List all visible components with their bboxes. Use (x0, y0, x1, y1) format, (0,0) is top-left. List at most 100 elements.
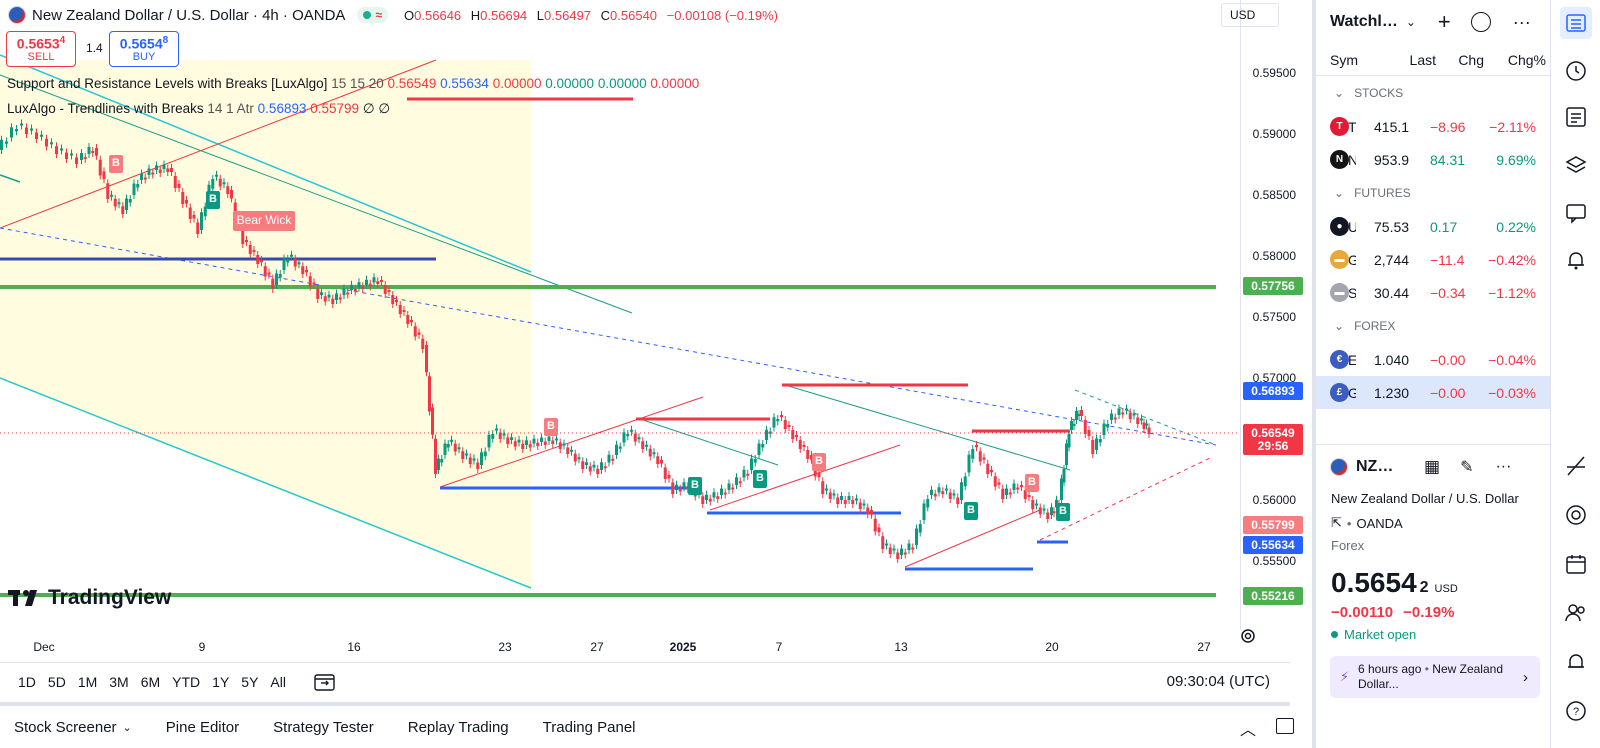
chevron-down-icon[interactable]: ⌄ (1334, 319, 1345, 333)
watchlist-row[interactable]: ▬GOLD 2,744 −11.4 −0.42% (1316, 243, 1550, 276)
news-card[interactable]: ⚡ 6 hours ago • New Zealand Dollar... › (1330, 656, 1540, 698)
col-chgp[interactable]: Chg% (1507, 51, 1546, 68)
candle-body (990, 470, 993, 473)
watchlist-icon[interactable] (1560, 7, 1592, 39)
timeframe-ytd[interactable]: YTD (172, 673, 201, 690)
more-options-icon[interactable]: ··· (1512, 11, 1531, 32)
tab-stock-screener[interactable]: Stock Screener ⌄ (14, 718, 132, 736)
advanced-view-icon[interactable] (1470, 12, 1491, 32)
watchlist-section-header[interactable]: ⌄ FOREX (1334, 319, 1396, 333)
data-window-icon[interactable] (1562, 103, 1590, 131)
symbol-title[interactable]: New Zealand Dollar / U.S. Dollar · 4h · … (32, 6, 346, 24)
calendar-icon[interactable] (1562, 550, 1590, 578)
price-chart[interactable] (0, 0, 1240, 630)
collapse-panel-chevron-up-icon[interactable]: ︿ (1240, 722, 1257, 739)
price-axis[interactable]: USD 0.59500 0.59000 0.58500 0.58000 0.57500 0… (1221, 0, 1310, 630)
candle-body (267, 272, 271, 275)
candle-body (911, 547, 915, 550)
alerts-clock-icon[interactable] (1562, 56, 1590, 84)
tab-replay-trading[interactable]: Replay Trading (407, 718, 509, 736)
candle-body (1031, 500, 1035, 509)
candle-body (776, 419, 780, 422)
time-tick-label: 16 (347, 640, 361, 654)
target-icon[interactable] (1562, 501, 1590, 529)
col-last[interactable]: Last (1409, 51, 1436, 68)
watchlist-row[interactable]: ▬SILVER 30.44 −0.34 −1.12% (1316, 276, 1550, 309)
tab-strategy-tester[interactable]: Strategy Tester (273, 718, 374, 736)
chevron-down-icon[interactable]: ⌄ (1334, 186, 1345, 200)
timeframe-1m[interactable]: 1M (77, 673, 98, 690)
community-people-icon[interactable] (1562, 599, 1590, 627)
sell-button[interactable]: 0.56534 SELL (6, 31, 76, 67)
candle-body (716, 496, 720, 499)
timeframe-1y[interactable]: 1Y (212, 673, 230, 690)
candle-body (1035, 503, 1038, 506)
watchlist-row[interactable]: €EURUSD 1.040 −0.00 −0.04% (1316, 343, 1550, 376)
trend-line-tool-icon[interactable] (1562, 452, 1590, 480)
help-icon[interactable]: ? (1562, 697, 1590, 725)
candle-body (1038, 507, 1042, 514)
bear-wick-label: Bear Wick (236, 213, 292, 227)
maximize-panel-icon[interactable] (1276, 718, 1294, 734)
layers-icon[interactable] (1562, 151, 1590, 179)
time-tick-label: 27 (590, 640, 604, 654)
indicator-sr-levels[interactable]: Support and Resistance Levels with Break… (7, 76, 700, 91)
timeframe-5y[interactable]: 5Y (241, 673, 259, 690)
add-symbol-icon[interactable]: + (1437, 9, 1451, 34)
external-link-icon[interactable]: ⇱ (1331, 515, 1342, 530)
tab-trading-panel[interactable]: Trading Panel (542, 718, 636, 736)
tradingview-logo[interactable]: TradingView (8, 586, 171, 610)
timeframe-3m[interactable]: 3M (109, 673, 129, 690)
tab-pine-editor[interactable]: Pine Editor (165, 718, 240, 736)
timeframe-6m[interactable]: 6M (140, 673, 161, 690)
candle-body (888, 547, 892, 554)
buy-button[interactable]: 0.56548 BUY (109, 31, 179, 67)
candle-body (1075, 411, 1078, 420)
candle-body (1098, 439, 1102, 443)
timeframe-5d[interactable]: 5D (47, 673, 66, 690)
candle-body (1113, 417, 1117, 420)
indicator-trendlines[interactable]: LuxAlgo - Trendlines with Breaks 14 1 At… (7, 101, 391, 116)
col-chg[interactable]: Chg (1458, 51, 1484, 68)
chart-area[interactable]: Bear Wick B B B B B B B B B New Zealand … (0, 0, 1310, 665)
channel-upper-line (0, 54, 532, 273)
timeframe-all[interactable]: All (270, 673, 286, 690)
candle-body (483, 451, 487, 457)
layout-grid-icon[interactable]: ▦ (1424, 457, 1441, 476)
chevron-right-icon[interactable]: › (1523, 668, 1528, 686)
utc-clock[interactable]: 09:30:04 (UTC) (1166, 673, 1270, 690)
chat-icon[interactable] (1562, 199, 1590, 227)
date-range-calendar-icon[interactable] (314, 672, 336, 692)
candle-body (656, 456, 660, 464)
watchlist-title[interactable]: Watchl… (1330, 13, 1398, 30)
watchlist-row[interactable]: ●USOIL 75.53 0.17 0.22% (1316, 210, 1550, 243)
candle-body (772, 417, 776, 428)
market-status-pill[interactable]: ≈ (357, 7, 389, 23)
watchlist-section-header[interactable]: ⌄ STOCKS (1334, 86, 1404, 100)
details-exchange[interactable]: OANDA (1356, 515, 1403, 531)
candle-body (434, 438, 437, 474)
details-symbol[interactable]: NZ… (1356, 458, 1394, 475)
timeframe-1d[interactable]: 1D (18, 673, 36, 690)
watchlist-row[interactable]: £GBPUSD 1.230 −0.00 −0.03% (1316, 376, 1550, 409)
chevron-down-icon[interactable]: ⌄ (122, 721, 132, 734)
watchlist-section-header[interactable]: ⌄ FUTURES (1334, 186, 1411, 200)
candle-body (1042, 508, 1046, 511)
chevron-down-icon[interactable]: ⌄ (1405, 15, 1416, 29)
edit-pencil-icon[interactable]: ✎ (1460, 459, 1474, 476)
candle-body (155, 165, 158, 170)
candle-body (555, 438, 558, 441)
candle-body (461, 451, 465, 459)
chevron-down-icon[interactable]: ⌄ (1334, 86, 1345, 100)
alerts-bell-icon[interactable] (1562, 648, 1590, 676)
watchlist-row[interactable]: TTSLA 415.1 −8.96 −2.11% (1316, 110, 1550, 143)
currency-selector[interactable]: USD (1221, 3, 1279, 27)
col-sym[interactable]: Sym (1330, 51, 1358, 68)
candle-body (410, 320, 413, 323)
time-tick-label: 7 (775, 640, 783, 654)
notifications-bell-icon[interactable] (1562, 246, 1590, 274)
chart-settings-gear-icon[interactable] (1239, 627, 1259, 647)
symbol-legend[interactable]: New Zealand Dollar / U.S. Dollar · 4h · … (8, 6, 778, 24)
more-options-icon[interactable]: ··· (1495, 458, 1512, 475)
watchlist-row[interactable]: NNFLX 953.9 84.31 9.69% (1316, 143, 1550, 176)
